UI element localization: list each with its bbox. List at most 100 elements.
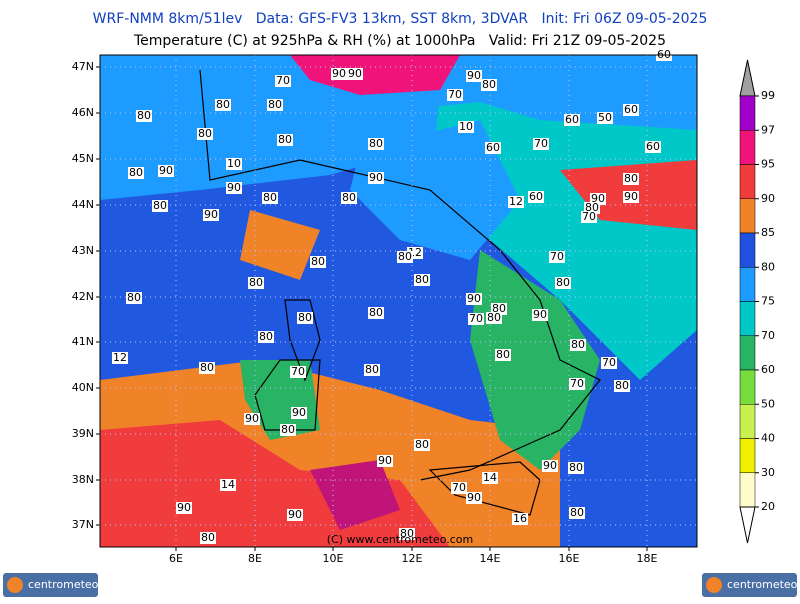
contour-label: 80 bbox=[127, 291, 141, 304]
contour-label: 90 bbox=[533, 308, 547, 321]
legend-tick-label: 70 bbox=[761, 329, 775, 342]
contour-label-bg bbox=[414, 439, 430, 451]
contour-label-bg bbox=[466, 293, 482, 305]
contour-label: 12 bbox=[509, 195, 523, 208]
credit: (C) www.centrometeo.com bbox=[327, 533, 473, 546]
lon-label: 10E bbox=[323, 552, 344, 565]
lon-label: 18E bbox=[637, 552, 658, 565]
contour-label-bg bbox=[220, 479, 236, 491]
contour-label: 70 bbox=[550, 250, 564, 263]
contour-label-bg bbox=[512, 513, 528, 525]
contour-label-bg bbox=[570, 339, 586, 351]
contour-label: 80 bbox=[201, 531, 215, 544]
contour-label: 80 bbox=[556, 276, 570, 289]
contour-label: 14 bbox=[221, 478, 235, 491]
contour-label: 14 bbox=[483, 471, 497, 484]
lon-label: 12E bbox=[402, 552, 423, 565]
contour-label: 80 bbox=[487, 311, 501, 324]
contour-label-bg bbox=[203, 209, 219, 221]
legend-tick-label: 97 bbox=[761, 123, 775, 136]
legend-tick-label: 50 bbox=[761, 397, 775, 410]
contour-label-bg bbox=[368, 138, 384, 150]
contour-label: 10 bbox=[459, 120, 473, 133]
lat-label: 47N bbox=[72, 60, 94, 73]
contour-label-bg bbox=[291, 407, 307, 419]
contour-label-bg bbox=[112, 352, 128, 364]
contour-label: 80 bbox=[263, 191, 277, 204]
contour-label-bg bbox=[136, 110, 152, 122]
contour-label-bg bbox=[451, 482, 467, 494]
contour-label-bg bbox=[466, 70, 482, 82]
contour-label-bg bbox=[481, 79, 497, 91]
contour-label-bg bbox=[645, 141, 661, 153]
lat-label: 38N bbox=[72, 473, 94, 486]
contour-label-bg bbox=[414, 274, 430, 286]
legend-top bbox=[739, 59, 756, 97]
contour-label-bg bbox=[258, 331, 274, 343]
contour-label: 80 bbox=[278, 133, 292, 146]
contour-label: 80 bbox=[200, 361, 214, 374]
contour-label-bg bbox=[623, 173, 639, 185]
contour-label: 80 bbox=[137, 109, 151, 122]
contour-label-bg bbox=[485, 142, 501, 154]
map-field bbox=[100, 55, 697, 547]
legend-band bbox=[739, 472, 756, 508]
legend-tick-label: 40 bbox=[761, 432, 775, 445]
contour-label-bg bbox=[623, 104, 639, 116]
contour-label-bg bbox=[176, 502, 192, 514]
legend-band bbox=[739, 301, 756, 336]
contour-label-bg bbox=[341, 192, 357, 204]
contour-label: 70 bbox=[276, 74, 290, 87]
contour-label-bg bbox=[533, 138, 549, 150]
header-line1: WRF-NMM 8km/51lev Data: GFS-FV3 13km, SS… bbox=[93, 11, 708, 27]
contour-label-bg bbox=[215, 99, 231, 111]
contour-label: 70 bbox=[534, 137, 548, 150]
lon-label: 14E bbox=[480, 552, 501, 565]
contour-label: 10 bbox=[227, 157, 241, 170]
contour-label-bg bbox=[549, 251, 565, 263]
contour-label-bg bbox=[277, 134, 293, 146]
contour-label-bg bbox=[532, 309, 548, 321]
contour-label: 60 bbox=[529, 190, 543, 203]
contour-label-bg bbox=[226, 158, 242, 170]
contour-label-bg bbox=[152, 200, 168, 212]
contour-label-bg bbox=[197, 128, 213, 140]
contour-label-bg bbox=[310, 256, 326, 268]
legend-tick-label: 99 bbox=[761, 89, 775, 102]
contour-label: 90 bbox=[591, 192, 605, 205]
contour-label: 90 bbox=[467, 69, 481, 82]
contour-label: 80 bbox=[415, 438, 429, 451]
contour-label: 80 bbox=[398, 250, 412, 263]
contour-label-bg bbox=[297, 312, 313, 324]
contour-label-bg bbox=[199, 362, 215, 374]
logo: centrometeo bbox=[3, 573, 99, 597]
contour-label-bg bbox=[368, 172, 384, 184]
contour-label: 50 bbox=[598, 111, 612, 124]
contour-label: 60 bbox=[486, 141, 500, 154]
contour-label-bg bbox=[597, 112, 613, 124]
contour-label-bg bbox=[601, 357, 617, 369]
contour-label: 80 bbox=[268, 98, 282, 111]
lon-label: 6E bbox=[169, 552, 183, 565]
contour-label-bg bbox=[542, 460, 558, 472]
lat-label: 40N bbox=[72, 381, 94, 394]
contour-label: 80 bbox=[570, 506, 584, 519]
legend-tick-label: 80 bbox=[761, 260, 775, 273]
contour-label-bg bbox=[226, 182, 242, 194]
contour-label-bg bbox=[399, 528, 415, 540]
contour-label: 80 bbox=[249, 276, 263, 289]
legend-band bbox=[739, 164, 756, 199]
contour-label: 80 bbox=[624, 172, 638, 185]
contour-label: 90 bbox=[467, 491, 481, 504]
contour-label: 90 bbox=[288, 508, 302, 521]
contour-label: 60 bbox=[624, 103, 638, 116]
contour-label: 16 bbox=[513, 512, 527, 525]
contour-label-bg bbox=[482, 472, 498, 484]
contour-label-bg bbox=[528, 191, 544, 203]
legend-band bbox=[739, 335, 756, 371]
lon-label: 16E bbox=[559, 552, 580, 565]
contour-label: 80 bbox=[400, 527, 414, 540]
contour-label: 70 bbox=[452, 481, 466, 494]
contour-label: 80 bbox=[342, 191, 356, 204]
contour-label: 90 bbox=[369, 171, 383, 184]
